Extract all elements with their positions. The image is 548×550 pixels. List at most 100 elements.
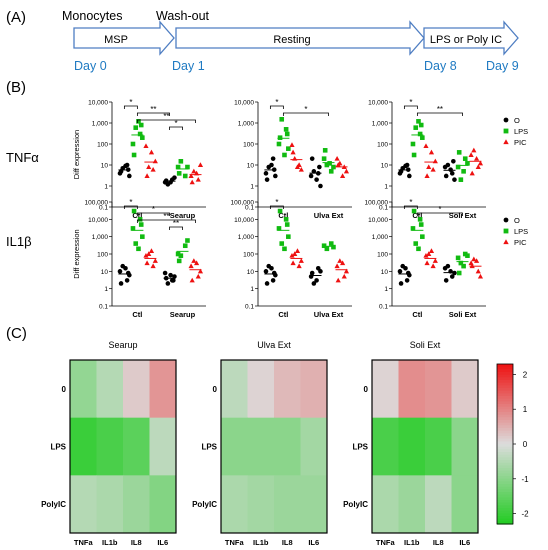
legend-label: LPS bbox=[514, 227, 528, 236]
legend-label: O bbox=[514, 216, 520, 225]
point-lps bbox=[140, 234, 145, 239]
point-pic bbox=[191, 258, 197, 263]
colorbar-step bbox=[497, 380, 513, 384]
point-o bbox=[168, 272, 173, 278]
point-lps bbox=[417, 217, 423, 222]
y-tick-label: 100 bbox=[243, 252, 254, 259]
point-lps bbox=[420, 234, 425, 239]
point-o bbox=[127, 173, 132, 179]
significance-bracket: ** bbox=[136, 212, 196, 223]
point-lps bbox=[282, 246, 287, 252]
point-o bbox=[117, 269, 123, 274]
point-pic bbox=[335, 277, 341, 283]
heatmap-cell bbox=[247, 417, 275, 476]
heatmap-cell bbox=[123, 360, 150, 419]
legend-marker-o bbox=[503, 217, 509, 223]
y-tick-label: 0.1 bbox=[99, 304, 108, 311]
colorbar-step bbox=[497, 478, 513, 482]
y-tick-label: 100 bbox=[377, 252, 388, 259]
heatmap-border bbox=[69, 359, 177, 534]
point-pic bbox=[298, 258, 304, 263]
point-lps bbox=[461, 263, 466, 269]
point-lps bbox=[277, 208, 283, 214]
point-pic bbox=[144, 260, 150, 266]
point-pic bbox=[432, 258, 438, 263]
bracket-line bbox=[136, 119, 196, 123]
arrow-label-msp: MSP bbox=[104, 34, 128, 46]
point-lps bbox=[136, 119, 141, 124]
point-pic bbox=[148, 149, 155, 155]
heatmap-col-label: TNFa bbox=[74, 538, 94, 547]
point-lps bbox=[136, 246, 141, 252]
significance-label: ** bbox=[173, 219, 179, 228]
legend-label: LPS bbox=[514, 127, 528, 136]
point-pic bbox=[432, 158, 438, 164]
colorbar-tick-label: 1 bbox=[523, 405, 528, 414]
colorbar-step bbox=[497, 518, 513, 522]
point-lps bbox=[456, 270, 462, 276]
point-pic bbox=[426, 251, 432, 256]
heatmap-border bbox=[371, 359, 479, 534]
arrow-resting bbox=[175, 20, 425, 56]
colorbar-tick-label: -1 bbox=[521, 475, 529, 484]
y-tick-label: 1 bbox=[104, 286, 108, 293]
significance-bracket: * bbox=[123, 198, 138, 209]
colorbar-step bbox=[497, 404, 513, 408]
y-tick-label: 1,000 bbox=[92, 121, 109, 128]
point-pic bbox=[468, 152, 474, 157]
heatmap-row-label: LPS bbox=[201, 443, 217, 452]
significance-label: * bbox=[275, 98, 278, 107]
point-lps bbox=[182, 173, 188, 179]
heatmap-cell bbox=[96, 360, 124, 419]
point-pic bbox=[296, 263, 302, 269]
panel-label-c: (C) bbox=[6, 325, 27, 342]
heatmap-cell bbox=[451, 475, 479, 534]
colorbar-step bbox=[497, 494, 513, 498]
colorbar-step bbox=[497, 364, 513, 368]
point-o bbox=[445, 162, 451, 168]
point-lps bbox=[321, 243, 327, 249]
point-o bbox=[443, 173, 449, 179]
colorbar-step bbox=[497, 446, 513, 450]
legend-label: PIC bbox=[514, 138, 527, 147]
y-tick-label: 10 bbox=[101, 163, 109, 170]
point-lps bbox=[286, 234, 291, 239]
point-lps bbox=[185, 238, 190, 243]
point-pic bbox=[469, 170, 475, 176]
point-pic bbox=[143, 252, 149, 258]
colorbar-step bbox=[497, 390, 513, 394]
point-o bbox=[172, 175, 177, 180]
point-lps bbox=[137, 217, 143, 222]
heatmap-cell bbox=[70, 475, 97, 534]
colorbar-step bbox=[497, 444, 513, 448]
point-lps bbox=[455, 164, 461, 170]
point-pic bbox=[424, 173, 430, 178]
significance-label: * bbox=[152, 205, 155, 214]
point-lps bbox=[176, 171, 182, 176]
point-lps bbox=[175, 164, 181, 170]
point-lps bbox=[461, 169, 466, 174]
colorbar-step bbox=[497, 396, 513, 400]
y-tick-label: 100,000 bbox=[231, 200, 255, 207]
heatmap-cell bbox=[372, 417, 399, 476]
point-pic bbox=[343, 268, 350, 274]
significance-bracket: * bbox=[123, 98, 138, 109]
y-tick-label: 100,000 bbox=[365, 200, 389, 207]
y-tick-label: 10,000 bbox=[234, 217, 254, 224]
heatmap-col-label: TNFa bbox=[225, 538, 245, 547]
y-tick-label: 1 bbox=[384, 184, 388, 191]
significance-label: * bbox=[438, 205, 441, 214]
heatmap-col-label: TNFa bbox=[376, 538, 396, 547]
heatmap-cell bbox=[300, 417, 328, 476]
point-lps bbox=[283, 217, 289, 222]
colorbar-step bbox=[497, 438, 513, 442]
point-lps bbox=[331, 244, 336, 250]
y-tick-label: 1,000 bbox=[372, 234, 389, 241]
point-lps bbox=[455, 255, 461, 261]
colorbar-step bbox=[497, 465, 513, 469]
scatter-charts: 0.1 1 10 100 1,000 10,000 Diff expression Ctl Se… bbox=[72, 98, 528, 319]
point-lps bbox=[138, 222, 144, 227]
y-tick-label: 1,000 bbox=[238, 234, 255, 241]
heatmap-cell bbox=[247, 360, 275, 419]
heatmap-cell bbox=[149, 360, 177, 419]
